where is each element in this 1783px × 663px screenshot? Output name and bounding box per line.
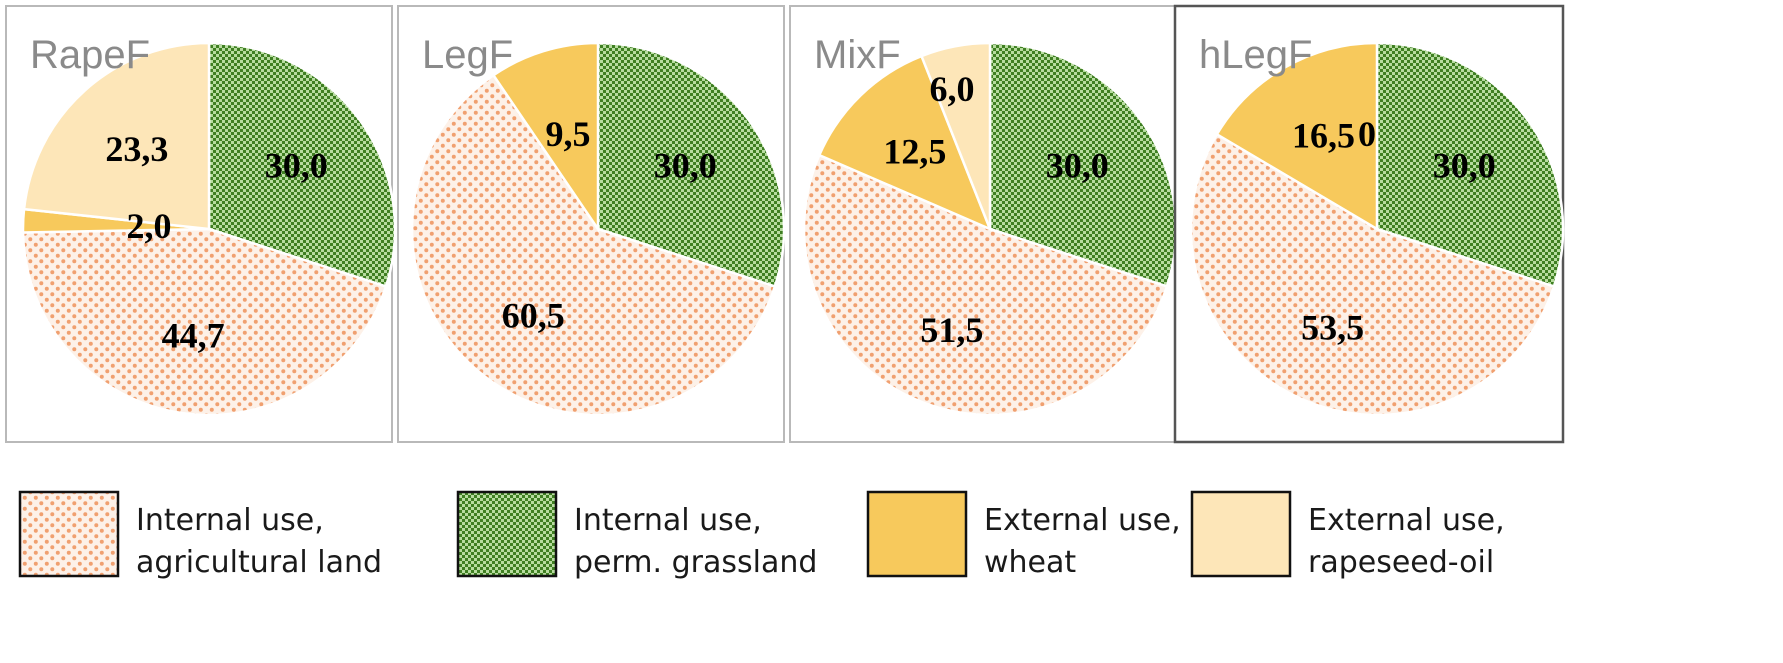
pie-slice-internal-use-perm-grassland [596, 41, 786, 289]
legend-swatch [456, 490, 558, 578]
legend-label-line1: External use, [984, 503, 1181, 538]
slice-label-internal-use-perm-grassland: 30,0 [1433, 146, 1496, 186]
pie-panel-legf: 30,0 60,5 9,5 LegF [397, 5, 786, 443]
pie-slice-external-use-wheat [491, 41, 600, 234]
slice-label-internal-use-perm-grassland: 30,0 [265, 146, 328, 186]
slice-label-external-use-rapeseed-oil: 23,3 [105, 129, 168, 169]
legend-swatch [866, 490, 968, 578]
pie-slice-external-use-wheat [817, 54, 993, 232]
legend-label-line1: Internal use, [136, 503, 324, 538]
pie-panel-mixf: 30,0 51,5 12,5 6,0 MixF [789, 5, 1178, 443]
pie-panel-hlegf: 30,0 53,5 16,5 0 hLegF [1173, 4, 1565, 444]
pie-slice-external-use-wheat [1215, 41, 1379, 232]
legend-label-line1: Internal use, [574, 503, 762, 538]
slice-label-internal-use-agricultural-land: 53,5 [1301, 307, 1364, 347]
legend-item-external-use-rapeseed-oil: External use, rapeseed-oil [1190, 490, 1505, 580]
slice-label-external-use-wheat: 12,5 [883, 132, 946, 172]
legend-swatch [1190, 490, 1292, 578]
legend-item-internal-use-perm-grassland: Internal use, perm. grassland [456, 490, 817, 580]
legend-label-line2: wheat [984, 545, 1076, 580]
slice-label-external-use-wheat: 2,0 [127, 206, 172, 246]
pie-slice-external-use-rapeseed-oil [22, 41, 211, 231]
pie-slice-internal-use-agricultural-land [802, 153, 1169, 417]
panel-title: LegF [422, 33, 513, 77]
slice-label-internal-use-agricultural-land: 60,5 [502, 295, 565, 335]
pie-slice-internal-use-agricultural-land [1189, 132, 1556, 417]
pie-slice-external-use-rapeseed-oil [919, 41, 992, 230]
panel-title: hLegF [1199, 33, 1312, 77]
slice-labels: 30,0 44,7 2,0 23,3 [105, 129, 327, 356]
slice-label-internal-use-agricultural-land: 44,7 [162, 316, 225, 356]
slice-label-external-use-rapeseed-oil: 6,0 [930, 69, 975, 109]
legend-item-internal-use-agricultural-land: Internal use, agricultural land [18, 490, 382, 580]
pie-slice-internal-use-perm-grassland [1375, 41, 1565, 289]
legend-swatch [18, 490, 120, 578]
slice-labels: 30,0 60,5 9,5 [502, 114, 717, 335]
panel-title: MixF [814, 33, 901, 77]
legend-label-line2: rapeseed-oil [1308, 545, 1494, 580]
slice-label-external-use-rapeseed-oil: 0 [1358, 114, 1376, 154]
slice-labels: 30,0 53,5 16,5 0 [1292, 114, 1496, 347]
pie-panels: 30,0 44,7 2,0 23,3 RapeF 30,0 60,5 9,5 LegF 30,0 5… [5, 4, 1565, 444]
slice-label-internal-use-agricultural-land: 51,5 [920, 310, 983, 350]
slice-label-external-use-wheat: 16,5 [1292, 115, 1355, 155]
panel-title: RapeF [30, 33, 150, 77]
pie-slice-internal-use-agricultural-land [21, 227, 388, 417]
legend-label-line1: External use, [1308, 503, 1505, 538]
slice-label-internal-use-perm-grassland: 30,0 [654, 146, 717, 186]
legend-item-external-use-wheat: External use, wheat [866, 490, 1181, 580]
slice-labels: 30,0 51,5 12,5 6,0 [883, 69, 1108, 350]
pie-panel-rapef: 30,0 44,7 2,0 23,3 RapeF [5, 5, 397, 443]
legend-label-line2: perm. grassland [574, 545, 817, 580]
pie-slice-internal-use-perm-grassland [207, 41, 397, 289]
legend-label-line2: agricultural land [136, 545, 382, 580]
slice-label-internal-use-perm-grassland: 30,0 [1046, 146, 1109, 186]
pie-slice-internal-use-agricultural-land [410, 73, 777, 417]
slice-label-external-use-wheat: 9,5 [546, 114, 591, 154]
